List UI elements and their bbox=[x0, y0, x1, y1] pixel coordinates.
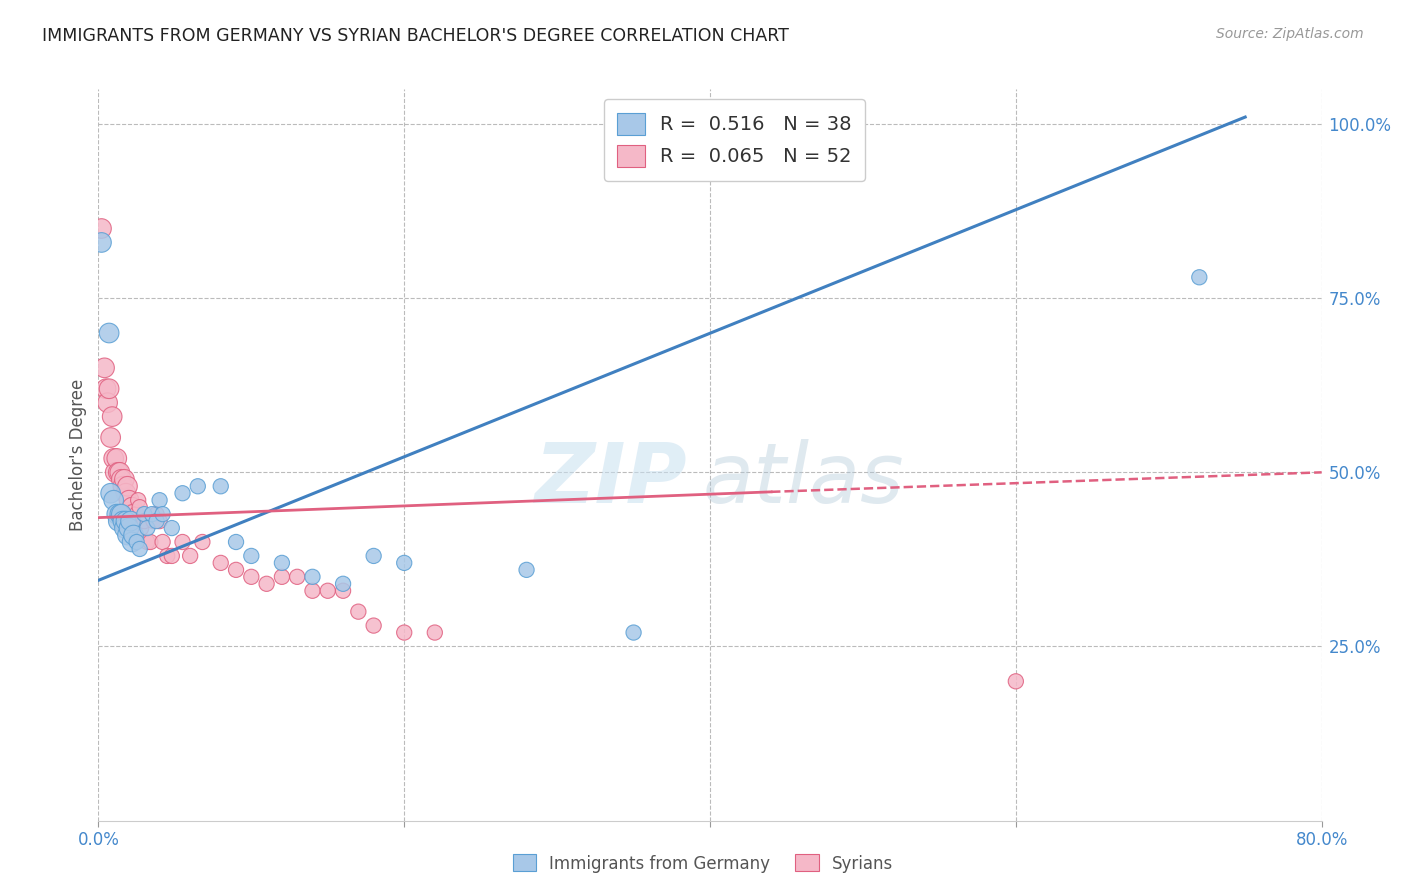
Point bbox=[127, 493, 149, 508]
Point bbox=[98, 326, 121, 340]
Point bbox=[240, 570, 263, 584]
Point bbox=[172, 486, 194, 500]
Point bbox=[105, 507, 128, 521]
Point bbox=[1188, 270, 1211, 285]
Text: ZIP: ZIP bbox=[534, 439, 688, 520]
Point bbox=[121, 535, 143, 549]
Point bbox=[301, 583, 323, 598]
Point bbox=[120, 507, 142, 521]
Point bbox=[100, 430, 122, 444]
Point bbox=[103, 451, 125, 466]
Point bbox=[187, 479, 209, 493]
Point bbox=[115, 486, 138, 500]
Point bbox=[225, 563, 247, 577]
Point bbox=[136, 521, 159, 535]
Point bbox=[122, 528, 145, 542]
Point bbox=[423, 625, 446, 640]
Point bbox=[110, 507, 132, 521]
Point bbox=[145, 514, 167, 528]
Point bbox=[285, 570, 308, 584]
Point bbox=[152, 507, 174, 521]
Point bbox=[103, 493, 125, 508]
Point bbox=[142, 514, 165, 528]
Point bbox=[111, 514, 134, 528]
Point bbox=[125, 535, 148, 549]
Point bbox=[124, 514, 146, 528]
Point bbox=[136, 535, 159, 549]
Point bbox=[240, 549, 263, 563]
Point bbox=[270, 556, 292, 570]
Point bbox=[90, 221, 112, 235]
Point bbox=[94, 382, 117, 396]
Point bbox=[101, 409, 124, 424]
Point bbox=[172, 535, 194, 549]
Point bbox=[160, 549, 183, 563]
Point bbox=[225, 535, 247, 549]
Point bbox=[108, 507, 131, 521]
Point bbox=[122, 507, 145, 521]
Point bbox=[392, 556, 416, 570]
Point bbox=[134, 507, 156, 521]
Point bbox=[160, 521, 183, 535]
Text: IMMIGRANTS FROM GERMANY VS SYRIAN BACHELOR'S DEGREE CORRELATION CHART: IMMIGRANTS FROM GERMANY VS SYRIAN BACHEL… bbox=[42, 27, 789, 45]
Point bbox=[110, 472, 132, 486]
Point bbox=[156, 549, 179, 563]
Point bbox=[179, 549, 201, 563]
Point bbox=[149, 493, 172, 508]
Point bbox=[270, 570, 292, 584]
Point bbox=[107, 514, 129, 528]
Point bbox=[134, 514, 156, 528]
Point bbox=[115, 514, 138, 528]
Point bbox=[105, 451, 128, 466]
Point bbox=[111, 479, 134, 493]
Point bbox=[118, 493, 141, 508]
Point bbox=[363, 549, 385, 563]
Point bbox=[301, 570, 323, 584]
Point bbox=[128, 541, 150, 556]
Point bbox=[516, 563, 538, 577]
Point bbox=[93, 360, 115, 375]
Point bbox=[332, 576, 354, 591]
Point bbox=[141, 507, 163, 521]
Point bbox=[392, 625, 416, 640]
Legend: Immigrants from Germany, Syrians: Immigrants from Germany, Syrians bbox=[506, 847, 900, 880]
Point bbox=[623, 625, 645, 640]
Point bbox=[108, 466, 131, 480]
Point bbox=[104, 466, 127, 480]
Point bbox=[149, 514, 172, 528]
Legend: R =  0.516   N = 38, R =  0.065   N = 52: R = 0.516 N = 38, R = 0.065 N = 52 bbox=[603, 99, 865, 181]
Point bbox=[97, 395, 120, 409]
Point bbox=[139, 535, 162, 549]
Point bbox=[152, 535, 174, 549]
Point bbox=[256, 576, 278, 591]
Point bbox=[120, 514, 142, 528]
Point bbox=[117, 528, 139, 542]
Point bbox=[125, 507, 148, 521]
Text: atlas: atlas bbox=[703, 439, 904, 520]
Point bbox=[107, 466, 129, 480]
Point bbox=[1004, 674, 1026, 689]
Point bbox=[118, 521, 141, 535]
Point bbox=[145, 507, 167, 521]
Point bbox=[209, 556, 232, 570]
Point bbox=[191, 535, 214, 549]
Point bbox=[98, 382, 121, 396]
Point bbox=[347, 605, 370, 619]
Point bbox=[128, 500, 150, 515]
Point bbox=[112, 521, 135, 535]
Point bbox=[121, 500, 143, 515]
Point bbox=[112, 472, 135, 486]
Point bbox=[90, 235, 112, 250]
Point bbox=[363, 618, 385, 632]
Y-axis label: Bachelor's Degree: Bachelor's Degree bbox=[69, 379, 87, 531]
Point bbox=[117, 479, 139, 493]
Point bbox=[332, 583, 354, 598]
Point bbox=[209, 479, 232, 493]
Text: Source: ZipAtlas.com: Source: ZipAtlas.com bbox=[1216, 27, 1364, 41]
Point bbox=[316, 583, 339, 598]
Point bbox=[100, 486, 122, 500]
Point bbox=[129, 521, 152, 535]
